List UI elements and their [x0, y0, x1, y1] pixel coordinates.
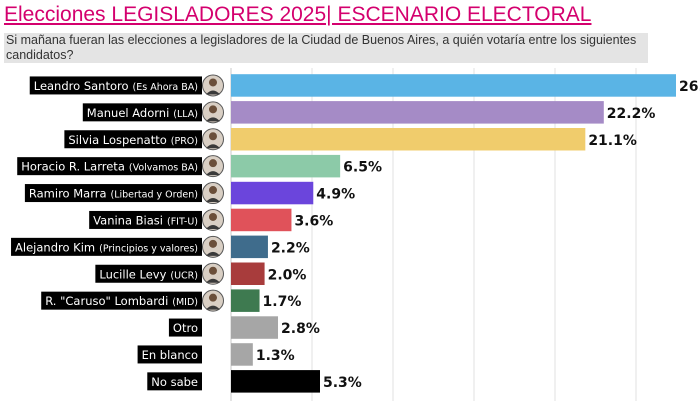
label-box: [64, 130, 202, 149]
page-title: Elecciones LEGISLADORES 2025| ESCENARIO …: [4, 3, 592, 26]
candidate-photo: [202, 208, 224, 231]
label-box: [95, 264, 202, 283]
value-label: 2.2%: [271, 240, 310, 256]
candidate-party: (UCR): [170, 270, 198, 281]
bar: [231, 343, 253, 366]
label-box: [147, 372, 202, 391]
candidate-label: Manuel Adorni (LLA): [87, 106, 198, 120]
candidate-name: Horacio R. Larreta: [21, 160, 125, 174]
bar: [231, 370, 320, 393]
candidate-label: Alejandro Kim (Principios y valores): [15, 240, 198, 254]
candidate-party: (Volvamos BA): [129, 163, 198, 174]
survey-question: Si mañana fueran las elecciones a legisl…: [4, 33, 648, 63]
value-label: 6.5%: [343, 160, 382, 176]
bar: [231, 101, 604, 124]
bar: [231, 316, 279, 339]
label-box: [89, 210, 202, 229]
candidate-party: (MID): [172, 297, 198, 308]
label-box: [168, 318, 202, 337]
candidate-party: (Principios y valores): [99, 243, 198, 254]
candidate-photo: [202, 289, 224, 312]
candidate-name: No sabe: [151, 375, 198, 389]
candidate-name: Manuel Adorni: [87, 106, 169, 120]
candidate-photo: [202, 155, 224, 178]
bar: [231, 128, 586, 151]
bar: [231, 289, 260, 312]
value-label: 2.0%: [268, 267, 307, 283]
bar: [231, 235, 268, 259]
candidate-photo: [202, 235, 224, 258]
label-box: [11, 237, 202, 256]
candidate-party: (PRO): [171, 136, 198, 147]
value-label: 26.5%: [679, 79, 700, 95]
candidate-label: Leandro Santoro (Es Ahora BA): [34, 79, 198, 93]
candidate-name: R. "Caruso" Lombardi: [45, 294, 168, 308]
bar: [231, 208, 292, 232]
candidate-name: Lucille Levy: [99, 267, 166, 281]
candidate-label: En blanco: [142, 348, 198, 362]
candidate-name: En blanco: [142, 348, 198, 362]
candidate-name: Vanina Biasi: [93, 213, 163, 227]
value-label: 21.1%: [588, 133, 637, 149]
candidate-photo: [202, 262, 224, 285]
label-box: [137, 345, 202, 364]
candidate-party: (Libertad y Orden): [111, 190, 198, 201]
bar: [231, 154, 341, 178]
value-label: 22.2%: [607, 106, 656, 122]
value-label: 3.6%: [294, 213, 333, 229]
candidate-label: Vanina Biasi (FIT-U): [93, 213, 198, 227]
bar: [231, 181, 314, 205]
candidate-label: Silvia Lospenatto (PRO): [68, 133, 198, 147]
candidate-photo: [202, 101, 224, 124]
candidate-label: No sabe: [151, 375, 198, 389]
label-box: [17, 157, 202, 176]
bar: [231, 262, 265, 285]
candidate-label: Otro: [173, 321, 198, 335]
candidate-label: Lucille Levy (UCR): [99, 267, 198, 281]
candidate-name: Ramiro Marra: [29, 187, 107, 201]
candidate-party: (LLA): [173, 109, 198, 120]
bar: [231, 74, 676, 97]
candidate-label: Horacio R. Larreta (Volvamos BA): [21, 160, 198, 174]
candidate-label: Ramiro Marra (Libertad y Orden): [29, 187, 198, 201]
candidate-name: Alejandro Kim: [15, 240, 95, 254]
value-label: 5.3%: [323, 375, 362, 391]
bar-chart: Leandro Santoro (Es Ahora BA) 26.5% Manuel …: [11, 68, 700, 401]
candidate-party: (Es Ahora BA): [133, 82, 198, 93]
candidate-label: R. "Caruso" Lombardi (MID): [45, 294, 198, 308]
candidate-name: Otro: [173, 321, 198, 335]
value-label: 1.3%: [256, 348, 295, 364]
candidate-photo: [202, 74, 224, 97]
candidate-party: (FIT-U): [167, 216, 198, 227]
value-label: 2.8%: [281, 321, 320, 337]
label-box: [29, 76, 202, 95]
label-box: [24, 184, 202, 203]
candidate-name: Leandro Santoro: [34, 79, 129, 93]
candidate-photo: [202, 128, 224, 151]
value-label: 1.7%: [263, 294, 302, 310]
value-label: 4.9%: [316, 187, 355, 203]
candidate-photo: [202, 182, 224, 205]
candidate-name: Silvia Lospenatto: [68, 133, 166, 147]
label-box: [41, 291, 202, 310]
label-box: [82, 103, 202, 122]
